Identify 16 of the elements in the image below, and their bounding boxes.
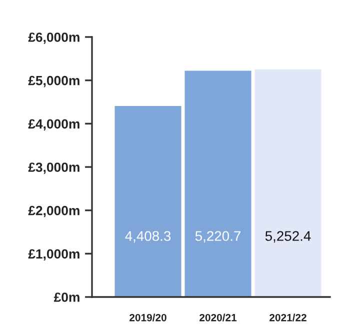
bar	[114, 106, 182, 297]
y-tick-label: £3,000m	[28, 162, 80, 174]
y-tick-label: £2,000m	[28, 206, 80, 218]
y-tick-label: £5,000m	[28, 76, 80, 88]
y-tick-label: £4,000m	[28, 119, 80, 130]
y-tick-label: £6,000m	[28, 32, 80, 44]
data-label: 5,252.4	[265, 231, 311, 243]
x-tick-label: 2019/20	[130, 314, 166, 322]
x-tick-label: 2021/22	[270, 314, 306, 322]
y-tick-label: £1,000m	[28, 249, 80, 260]
bar	[254, 69, 322, 297]
data-label: 5,220.7	[195, 231, 240, 243]
x-tick-label: 2020/21	[200, 314, 237, 322]
y-tick-label: £0m	[54, 292, 80, 302]
bar	[184, 70, 252, 297]
data-label: 4,408.3	[125, 231, 171, 243]
